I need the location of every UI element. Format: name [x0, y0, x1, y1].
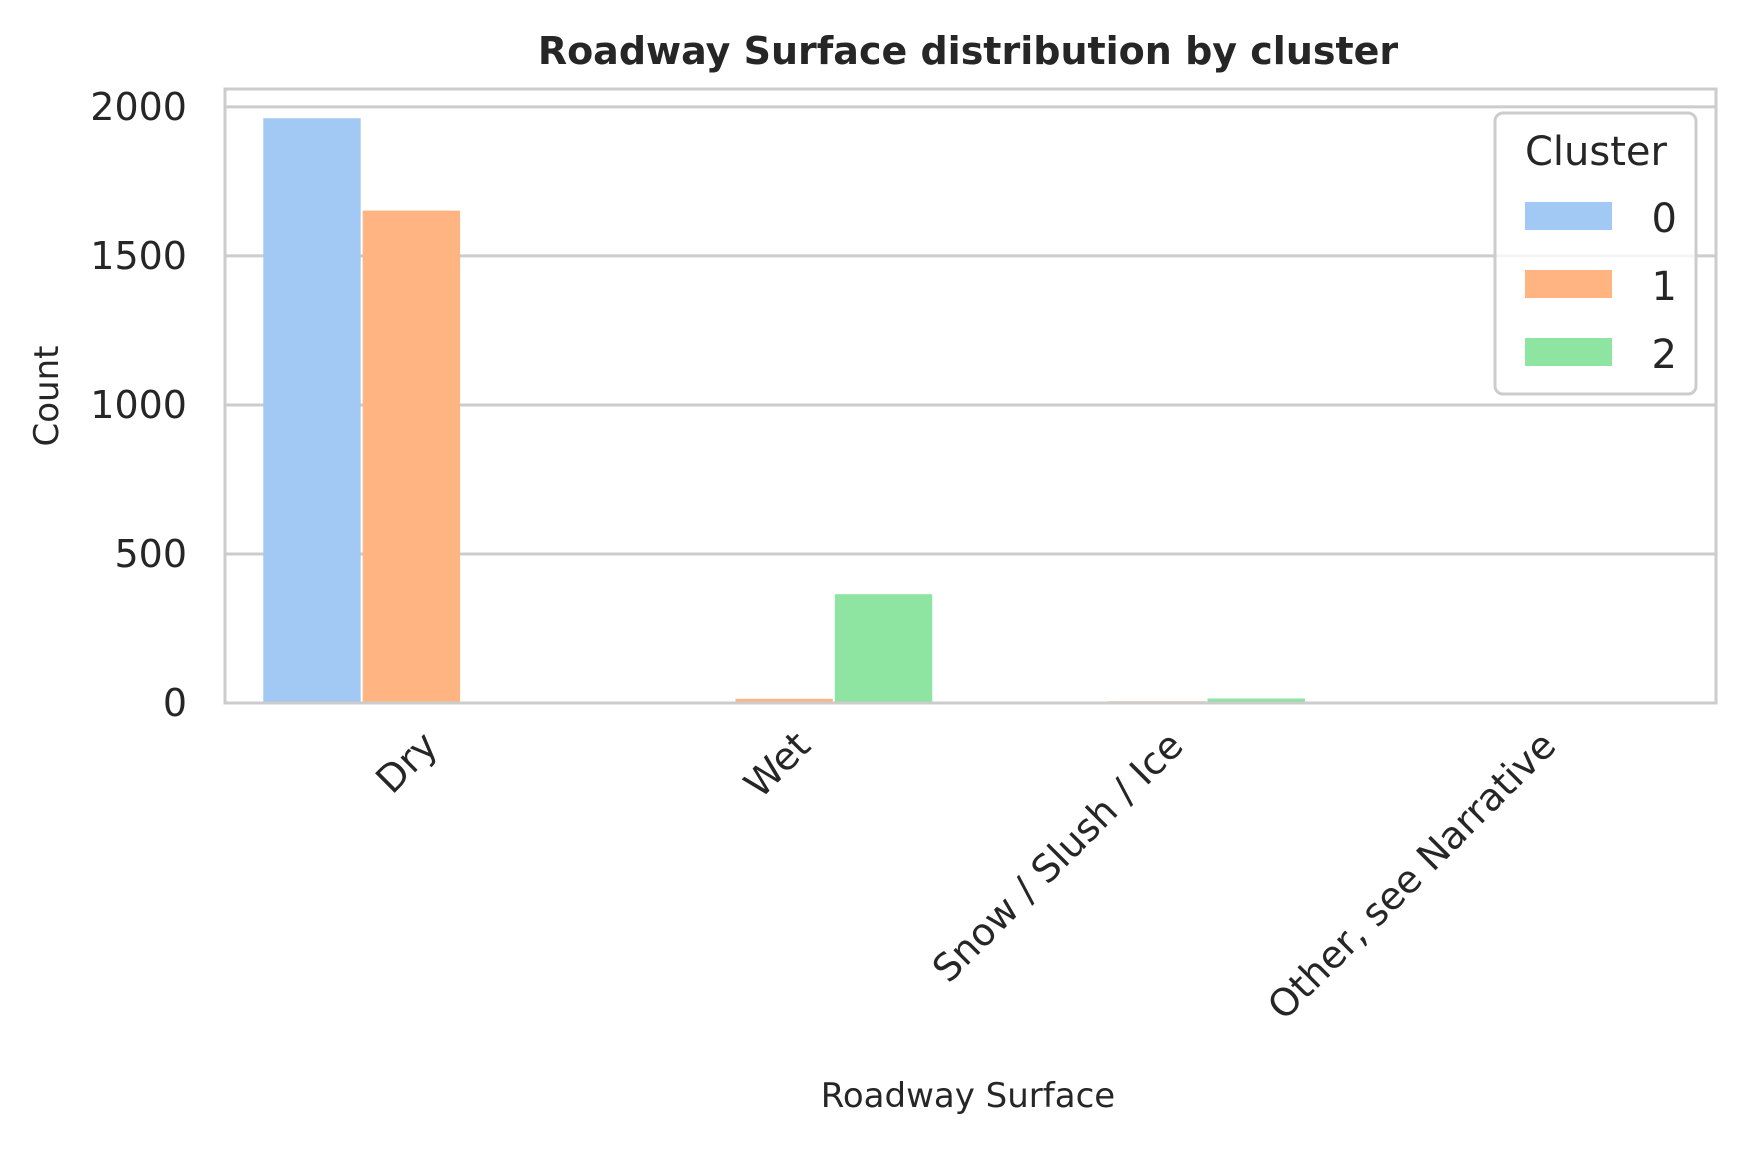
x-tick-label-1: Wet	[736, 723, 819, 806]
legend-label-1: 1	[1652, 264, 1677, 310]
legend-swatch-1	[1525, 270, 1612, 298]
x-tick-label-3: Other, see Narrative	[1259, 723, 1564, 1028]
bar-cluster-2-1	[834, 594, 933, 703]
bar-cluster-2-2	[1207, 698, 1305, 703]
legend-swatch-0	[1525, 202, 1612, 230]
plot-frame	[223, 87, 1718, 705]
bar-cluster-0-0	[263, 118, 361, 703]
x-tick-label-2: Snow / Slush / Ice	[924, 723, 1192, 991]
y-tick-label-1000: 1000	[90, 383, 187, 427]
x-tick-label-0: Dry	[367, 723, 446, 802]
legend-label-2: 2	[1652, 332, 1677, 378]
bar-cluster-1-1	[735, 698, 833, 703]
legend-swatch-2	[1525, 338, 1612, 366]
x-axis-label: Roadway Surface	[821, 1076, 1115, 1116]
y-tick-label-2000: 2000	[90, 85, 187, 129]
y-tick-labels: 0 500 1000 1500 2000	[90, 85, 187, 725]
legend-label-0: 0	[1652, 196, 1677, 242]
y-tick-label-0: 0	[163, 681, 187, 725]
y-tick-label-1500: 1500	[90, 234, 187, 278]
bar-cluster-1-0	[362, 210, 461, 703]
y-axis-label: Count	[27, 346, 67, 447]
legend: Cluster 0 1 2	[1493, 111, 1698, 396]
chart-title: Roadway Surface distribution by cluster	[538, 29, 1399, 73]
legend-title: Cluster	[1525, 129, 1668, 175]
legend-items: 0 1 2	[1525, 196, 1677, 378]
legend-box	[1493, 111, 1698, 396]
bars	[263, 118, 1678, 703]
plot-border	[223, 87, 1718, 705]
x-tick-labels: Dry Wet Snow / Slush / Ice Other, see Narra…	[367, 723, 1564, 1028]
y-tick-label-500: 500	[114, 532, 187, 576]
